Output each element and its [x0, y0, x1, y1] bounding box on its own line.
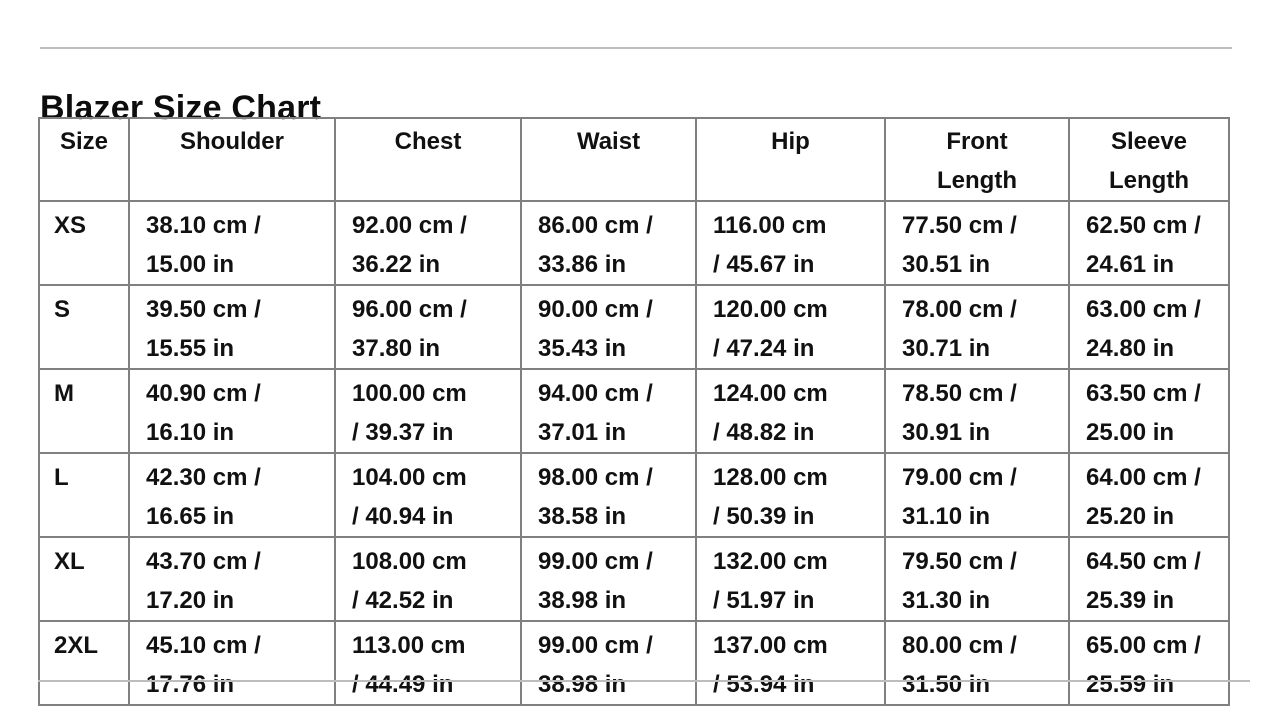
table-row: L 42.30 cm / 16.65 in 104.00 cm / 40.94 in…: [38, 452, 1230, 538]
size-label-cell: L: [38, 452, 130, 538]
table-row: 2XL 45.10 cm / 17.76 in 113.00 cm / 44.49 …: [38, 620, 1230, 706]
measurement-cell: 78.00 cm / 30.71 in: [884, 284, 1070, 370]
measurement-cell: 79.00 cm / 31.10 in: [884, 452, 1070, 538]
measurement-cell: 99.00 cm / 38.98 in: [520, 620, 697, 706]
measurement-cell: 39.50 cm / 15.55 in: [128, 284, 336, 370]
size-label-cell: 2XL: [38, 620, 130, 706]
measurement-cell: 94.00 cm / 37.01 in: [520, 368, 697, 454]
measurement-cell: 45.10 cm / 17.76 in: [128, 620, 336, 706]
measurement-cell: 40.90 cm / 16.10 in: [128, 368, 336, 454]
blazer-size-chart-table: Size Shoulder Chest Waist Hip Front Leng…: [38, 117, 1230, 706]
measurement-cell: 77.50 cm / 30.51 in: [884, 200, 1070, 286]
size-label-cell: XL: [38, 536, 130, 622]
measurement-cell: 78.50 cm / 30.91 in: [884, 368, 1070, 454]
table-body: XS 38.10 cm / 15.00 in 92.00 cm / 36.22 in…: [38, 200, 1230, 706]
measurement-cell: 64.00 cm / 25.20 in: [1068, 452, 1230, 538]
measurement-cell: 99.00 cm / 38.98 in: [520, 536, 697, 622]
measurement-cell: 90.00 cm / 35.43 in: [520, 284, 697, 370]
size-label-cell: XS: [38, 200, 130, 286]
measurement-cell: 64.50 cm / 25.39 in: [1068, 536, 1230, 622]
measurement-cell: 104.00 cm / 40.94 in: [334, 452, 522, 538]
measurement-cell: 80.00 cm / 31.50 in: [884, 620, 1070, 706]
column-header-size: Size: [38, 117, 130, 202]
measurement-cell: 128.00 cm / 50.39 in: [695, 452, 886, 538]
bottom-divider-rule: [38, 680, 1250, 682]
measurement-cell: 38.10 cm / 15.00 in: [128, 200, 336, 286]
measurement-cell: 137.00 cm / 53.94 in: [695, 620, 886, 706]
measurement-cell: 120.00 cm / 47.24 in: [695, 284, 886, 370]
measurement-cell: 62.50 cm / 24.61 in: [1068, 200, 1230, 286]
table-row: M 40.90 cm / 16.10 in 100.00 cm / 39.37 in…: [38, 368, 1230, 454]
measurement-cell: 100.00 cm / 39.37 in: [334, 368, 522, 454]
measurement-cell: 98.00 cm / 38.58 in: [520, 452, 697, 538]
measurement-cell: 92.00 cm / 36.22 in: [334, 200, 522, 286]
table-row: XL 43.70 cm / 17.20 in 108.00 cm / 42.52 i…: [38, 536, 1230, 622]
header-row: Size Shoulder Chest Waist Hip Front Leng…: [38, 117, 1230, 202]
size-label-cell: M: [38, 368, 130, 454]
table-header: Size Shoulder Chest Waist Hip Front Leng…: [38, 117, 1230, 202]
measurement-cell: 65.00 cm / 25.59 in: [1068, 620, 1230, 706]
column-header-hip: Hip: [695, 117, 886, 202]
column-header-waist: Waist: [520, 117, 697, 202]
measurement-cell: 132.00 cm / 51.97 in: [695, 536, 886, 622]
measurement-cell: 63.50 cm / 25.00 in: [1068, 368, 1230, 454]
measurement-cell: 96.00 cm / 37.80 in: [334, 284, 522, 370]
measurement-cell: 116.00 cm / 45.67 in: [695, 200, 886, 286]
measurement-cell: 42.30 cm / 16.65 in: [128, 452, 336, 538]
measurement-cell: 63.00 cm / 24.80 in: [1068, 284, 1230, 370]
column-header-shoulder: Shoulder: [128, 117, 336, 202]
column-header-front-length: Front Length: [884, 117, 1070, 202]
measurement-cell: 43.70 cm / 17.20 in: [128, 536, 336, 622]
measurement-cell: 108.00 cm / 42.52 in: [334, 536, 522, 622]
table-row: S 39.50 cm / 15.55 in 96.00 cm / 37.80 in 9…: [38, 284, 1230, 370]
size-label-cell: S: [38, 284, 130, 370]
measurement-cell: 124.00 cm / 48.82 in: [695, 368, 886, 454]
top-divider-rule: [40, 47, 1232, 49]
measurement-cell: 86.00 cm / 33.86 in: [520, 200, 697, 286]
measurement-cell: 79.50 cm / 31.30 in: [884, 536, 1070, 622]
column-header-sleeve-length: Sleeve Length: [1068, 117, 1230, 202]
column-header-chest: Chest: [334, 117, 522, 202]
table-row: XS 38.10 cm / 15.00 in 92.00 cm / 36.22 in…: [38, 200, 1230, 286]
measurement-cell: 113.00 cm / 44.49 in: [334, 620, 522, 706]
